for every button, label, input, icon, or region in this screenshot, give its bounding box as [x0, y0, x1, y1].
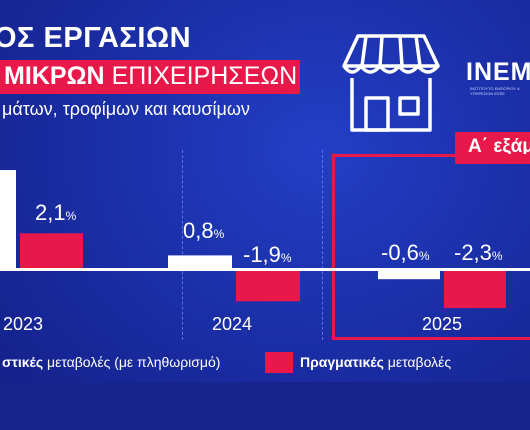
divider-1	[182, 150, 185, 340]
year-label-2025: 2025	[421, 314, 463, 334]
legend-nominal: στικές μεταβολές (με πληθωρισμό)	[2, 354, 221, 370]
legend-swatch-real	[265, 352, 293, 373]
period-label: Α΄ εξάμ.	[468, 136, 530, 157]
legend-real: Πραγματικές μεταβολές	[300, 354, 452, 370]
value-label-2023-real: 2,1%	[35, 200, 77, 225]
value-label-2024-nominal: 0,8%	[183, 218, 225, 243]
period-badge	[455, 132, 530, 164]
year-label-2024: 2024	[211, 314, 253, 334]
divider-2	[322, 150, 325, 340]
bar-2025-nominal	[378, 269, 440, 280]
chart-baseline	[0, 268, 530, 271]
brand-subtitle: ΙΝΣΤΙΤΟΥΤΟ ΕΜΠΟΡΙΟΥ & ΥΠΗΡΕΣΙΩΝ ΕΣΕΕ	[470, 86, 520, 96]
bar-2023-real	[20, 233, 83, 269]
subtitle: μάτων, τροφίμων και καυσίμων	[2, 99, 250, 119]
footer-band	[0, 382, 530, 430]
year-label-2023: 2023	[2, 314, 44, 334]
highlight-frame-2025	[332, 154, 530, 340]
value-label-2025-real: -2,3%	[454, 240, 503, 265]
brand-logo-text: ΙΝΕΜΥ	[466, 58, 530, 86]
title-line-1: ΟΣ ΕΡΓΑΣΙΩΝ	[0, 22, 192, 54]
bar-2024-nominal	[168, 255, 232, 269]
value-label-2025-nominal: -0,6%	[381, 240, 430, 265]
bar-2023-nominal	[0, 170, 16, 269]
title-highlight-box	[0, 60, 300, 94]
bar-2025-real	[444, 269, 506, 309]
title-line-2-bold: ΜΙΚΡΩΝ	[4, 62, 105, 90]
bar-2024-real	[236, 269, 300, 302]
value-label-2024-real: -1,9%	[243, 242, 292, 267]
title-line-2: ΜΙΚΡΩΝ ΕΠΙΧΕΙΡΗΣΕΩΝ	[4, 62, 297, 91]
title-line-2-rest: ΕΠΙΧΕΙΡΗΣΕΩΝ	[111, 62, 298, 90]
